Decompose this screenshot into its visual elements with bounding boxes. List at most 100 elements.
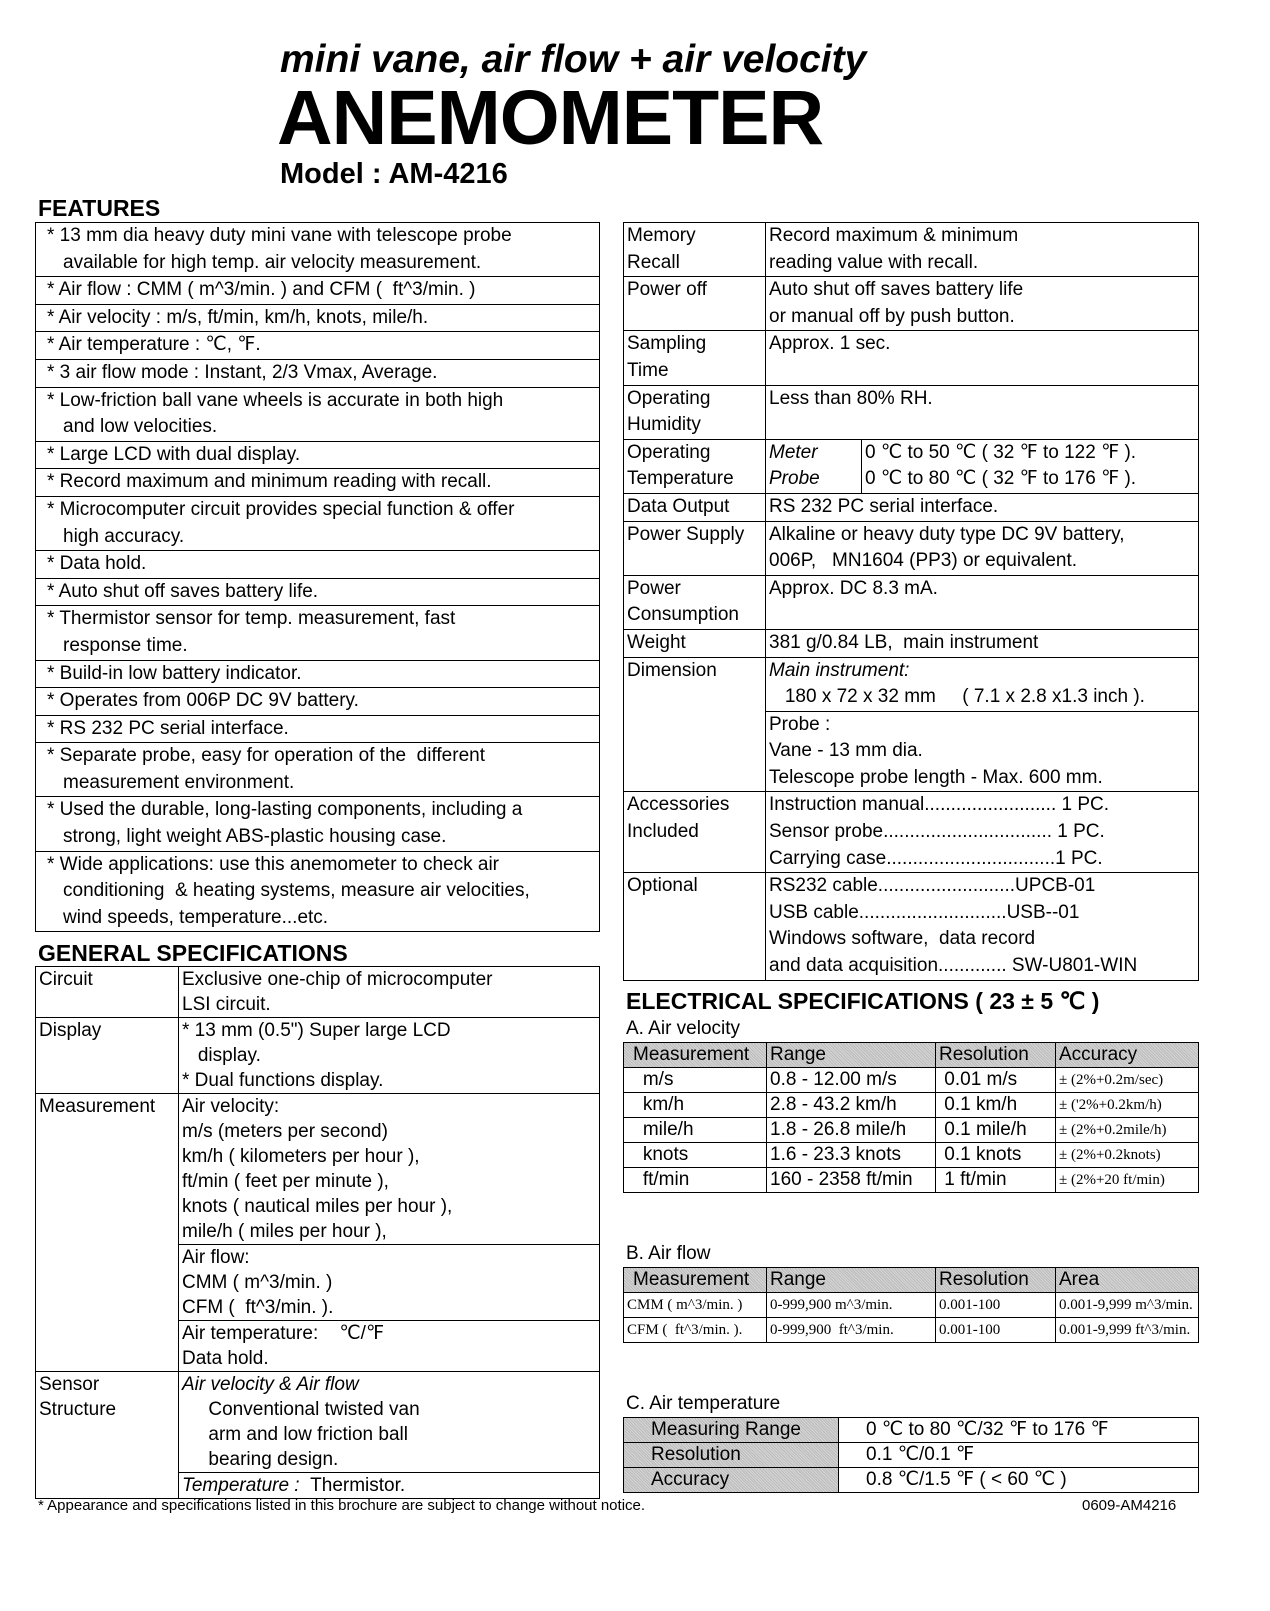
- column-header: Area: [1055, 1267, 1199, 1293]
- data-cell: 0.001-100: [935, 1317, 1056, 1343]
- feature-cell: * RS 232 PC serial interface.: [35, 714, 600, 744]
- cell-line: * RS 232 PC serial interface.: [47, 717, 289, 739]
- feature-row: * Air flow : CMM ( m^3/min. ) and CFM ( …: [35, 276, 600, 305]
- cell-line: Air flow:: [182, 1247, 250, 1268]
- cell-line: Data hold.: [182, 1348, 269, 1369]
- cell-line: arm and low friction ball: [182, 1424, 408, 1445]
- data-row: CFM ( ft^3/min. ). 0-999,900 ft^3/min. 0.0…: [623, 1317, 1199, 1343]
- cell-line: Less than 80% RH.: [769, 387, 933, 409]
- feature-cell: * Air velocity : m/s, ft/min, km/h, knot…: [35, 303, 600, 333]
- spec-row: Measurement Air velocity: m/s (meters per …: [35, 1093, 600, 1372]
- cell-line: * Dual functions display.: [182, 1070, 384, 1091]
- spec-block: Air velocity & Air flow Conventional twi…: [180, 1373, 599, 1473]
- italic-text: Air velocity & Air flow: [182, 1374, 359, 1395]
- cell-line: Auto shut off saves battery life: [769, 279, 1024, 301]
- cell-line: Main instrument:: [769, 658, 1198, 684]
- cell-line: Air temperature: ℃/℉: [182, 1323, 385, 1344]
- data-cell: km/h: [623, 1092, 767, 1118]
- spec-table: Memory Recall Record maximum & minimum read…: [623, 221, 1199, 981]
- cell-line: Optional: [627, 875, 698, 897]
- cell-line: 0 ℃ to 80 ℃/32 ℉ to 176 ℉: [866, 1419, 1109, 1440]
- cell-line: 0.001-100: [939, 1297, 1001, 1313]
- data-cell: Measuring Range: [623, 1417, 839, 1443]
- data-cell: ± (2%+20 ft/min): [1055, 1167, 1199, 1193]
- column-header: Range: [766, 1267, 936, 1293]
- cell-line: Instruction manual......................…: [769, 794, 1110, 816]
- cell-line: Operating: [627, 441, 711, 463]
- data-row: ft/min 160 - 2358 ft/min 1 ft/min ± (2%+20…: [623, 1167, 1199, 1193]
- cell-line: Humidity: [627, 414, 701, 436]
- column-header: Range: [766, 1042, 936, 1068]
- column-header: Measurement: [623, 1042, 767, 1068]
- line-text: Thermistor.: [299, 1475, 406, 1496]
- data-cell: 0.1 mile/h: [935, 1117, 1056, 1143]
- data-cell: 0.001-100: [935, 1292, 1056, 1318]
- cell-line: * 13 mm (0.5") Super large LCD: [182, 1020, 451, 1041]
- data-row: km/h 2.8 - 43.2 km/h 0.1 km/h ± ('2%+0.2km…: [623, 1092, 1199, 1118]
- spec-value: RS 232 PC serial interface.: [765, 492, 1199, 522]
- spec-block: RS232 cable..........................UPC…: [767, 874, 1198, 979]
- cell-line: Resolution: [651, 1444, 741, 1465]
- spec-label: Measurement: [35, 1093, 179, 1372]
- spec-row: Accessories Included Instruction manual...…: [623, 791, 1199, 874]
- data-cell: 0.01 m/s: [935, 1067, 1056, 1093]
- cell-line: * Record maximum and minimum reading wit…: [47, 471, 492, 493]
- data-cell: 0 ℃ to 80 ℃/32 ℉ to 176 ℉: [838, 1417, 1199, 1443]
- cell-line: ± (2%+20 ft/min): [1059, 1172, 1165, 1188]
- cell-line: Measurement: [633, 1269, 750, 1290]
- feature-cell: * Thermistor sensor for temp. measuremen…: [35, 605, 600, 661]
- air-temperature-table: Measuring Range 0 ℃ to 80 ℃/32 ℉ to 176 ℉…: [623, 1417, 1199, 1493]
- cell-line: Measurement: [39, 1096, 156, 1117]
- spec-block: Approx. 1 sec.: [767, 332, 1198, 384]
- cell-line: Range: [770, 1269, 826, 1290]
- spec-label: Sampling Time: [623, 330, 766, 386]
- spec-value: Alkaline or heavy duty type DC 9V batter…: [765, 520, 1199, 576]
- spec-block: 381 g/0.84 LB, main instrument: [767, 630, 1198, 656]
- cell-line: 0.001-9,999 ft^3/min.: [1059, 1322, 1191, 1338]
- feature-row: * Separate probe, easy for operation of …: [35, 742, 600, 798]
- column-header: Resolution: [935, 1042, 1056, 1068]
- cell-line: Air velocity & Air flow: [182, 1373, 599, 1398]
- spec-block: Exclusive one-chip of microcomputer LSI c…: [180, 968, 599, 1017]
- cell-line: 0.1 km/h: [939, 1094, 1018, 1115]
- cell-line: Probe 0 ℃ to 80 ℃ ( 32 ℉ to 176 ℉ ).: [769, 466, 1198, 493]
- spec-label: Operating Temperature: [623, 438, 766, 494]
- cell-line: Approx. 1 sec.: [769, 333, 891, 355]
- cell-line: Resolution: [939, 1269, 1029, 1290]
- cell-line: * Large LCD with dual display.: [47, 443, 301, 465]
- cell-line: 0.1 knots: [939, 1144, 1022, 1165]
- cell-line: knots ( nautical miles per hour ),: [182, 1196, 453, 1217]
- data-cell: 1 ft/min: [935, 1167, 1056, 1193]
- data-row: CMM ( m^3/min. ) 0-999,900 m^3/min. 0.001-…: [623, 1292, 1199, 1318]
- spec-block: Alkaline or heavy duty type DC 9V batter…: [767, 522, 1198, 574]
- data-row: Measuring Range 0 ℃ to 80 ℃/32 ℉ to 176 ℉: [623, 1417, 1199, 1443]
- spec-value: Less than 80% RH.: [765, 384, 1199, 440]
- cell-line: ± (2%+0.2knots): [1059, 1147, 1161, 1163]
- spec-row: Data Output RS 232 PC serial interface.: [623, 492, 1199, 522]
- cell-line: ft/min: [627, 1169, 690, 1190]
- feature-row: * Air velocity : m/s, ft/min, km/h, knot…: [35, 303, 600, 333]
- data-cell: 1.6 - 23.3 knots: [766, 1142, 936, 1168]
- feature-cell: * Record maximum and minimum reading wit…: [35, 468, 600, 497]
- sub-label: Probe: [769, 466, 862, 493]
- spec-row: Memory Recall Record maximum & minimum read…: [623, 221, 1199, 278]
- header-row: Measurement Range Resolution Area: [623, 1267, 1199, 1293]
- spec-row: Operating Temperature Meter 0 ℃ to 50 ℃ ( 3…: [623, 438, 1199, 494]
- spec-block: Temperature : Thermistor.: [179, 1472, 599, 1498]
- data-cell: 0.001-9,999 ft^3/min.: [1055, 1317, 1199, 1343]
- spec-label: Power Supply: [623, 520, 766, 576]
- cell-line: 0.001-100: [939, 1322, 1001, 1338]
- spec-value: RS232 cable..........................UPC…: [765, 872, 1199, 981]
- cell-line: Vane - 13 mm dia.: [769, 740, 923, 762]
- cell-line: Windows software, data record: [769, 928, 1036, 950]
- spec-row: Dimension Main instrument: 180 x 72 x 32 …: [623, 656, 1199, 793]
- cell-line: Record maximum & minimum: [769, 225, 1019, 246]
- cell-line: high accuracy.: [63, 525, 185, 547]
- spec-value: Auto shut off saves battery life or manua…: [765, 276, 1199, 332]
- data-cell: CFM ( ft^3/min. ).: [623, 1317, 767, 1343]
- italic-text: Main instrument:: [769, 659, 910, 681]
- data-cell: 0.1 ℃/0.1 ℉: [838, 1442, 1199, 1468]
- feature-row: * Microcomputer circuit provides special…: [35, 495, 600, 552]
- cell-line: 0.1 ℃/0.1 ℉: [866, 1444, 975, 1465]
- spec-label: Memory Recall: [623, 221, 766, 278]
